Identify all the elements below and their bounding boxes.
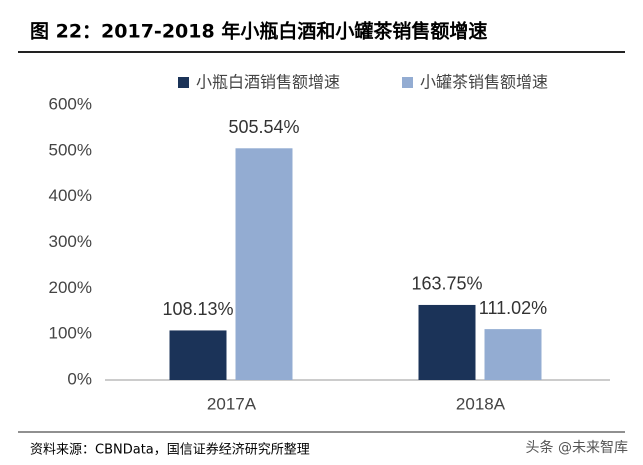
value-label: 505.54% — [228, 117, 299, 137]
value-label: 111.02% — [479, 298, 547, 318]
y-tick-label: 500% — [49, 140, 92, 159]
y-tick-label: 300% — [49, 232, 92, 251]
chart-title: 图 22：2017-2018 年小瓶白酒和小罐茶销售额增速 — [30, 20, 487, 43]
legend-label: 小罐茶销售额增速 — [420, 73, 548, 92]
bar — [484, 329, 542, 380]
bar — [418, 304, 476, 380]
bar — [169, 330, 227, 380]
x-tick-label: 2018A — [456, 394, 506, 413]
y-tick-label: 200% — [49, 278, 92, 297]
value-label: 163.75% — [411, 274, 482, 294]
value-label: 108.13% — [162, 299, 233, 319]
y-tick-label: 0% — [67, 369, 92, 388]
y-tick-label: 100% — [49, 324, 92, 343]
legend-label: 小瓶白酒销售额增速 — [196, 73, 340, 92]
y-tick-label: 400% — [49, 186, 92, 205]
bar — [235, 148, 293, 380]
watermark: 头条 @未来智库 — [526, 439, 628, 456]
legend-swatch — [402, 77, 413, 88]
x-tick-label: 2017A — [207, 394, 257, 413]
y-tick-label: 600% — [49, 94, 92, 113]
source-note: 资料来源：CBNData，国信证券经济研究所整理 — [30, 442, 310, 458]
legend-swatch — [178, 77, 189, 88]
